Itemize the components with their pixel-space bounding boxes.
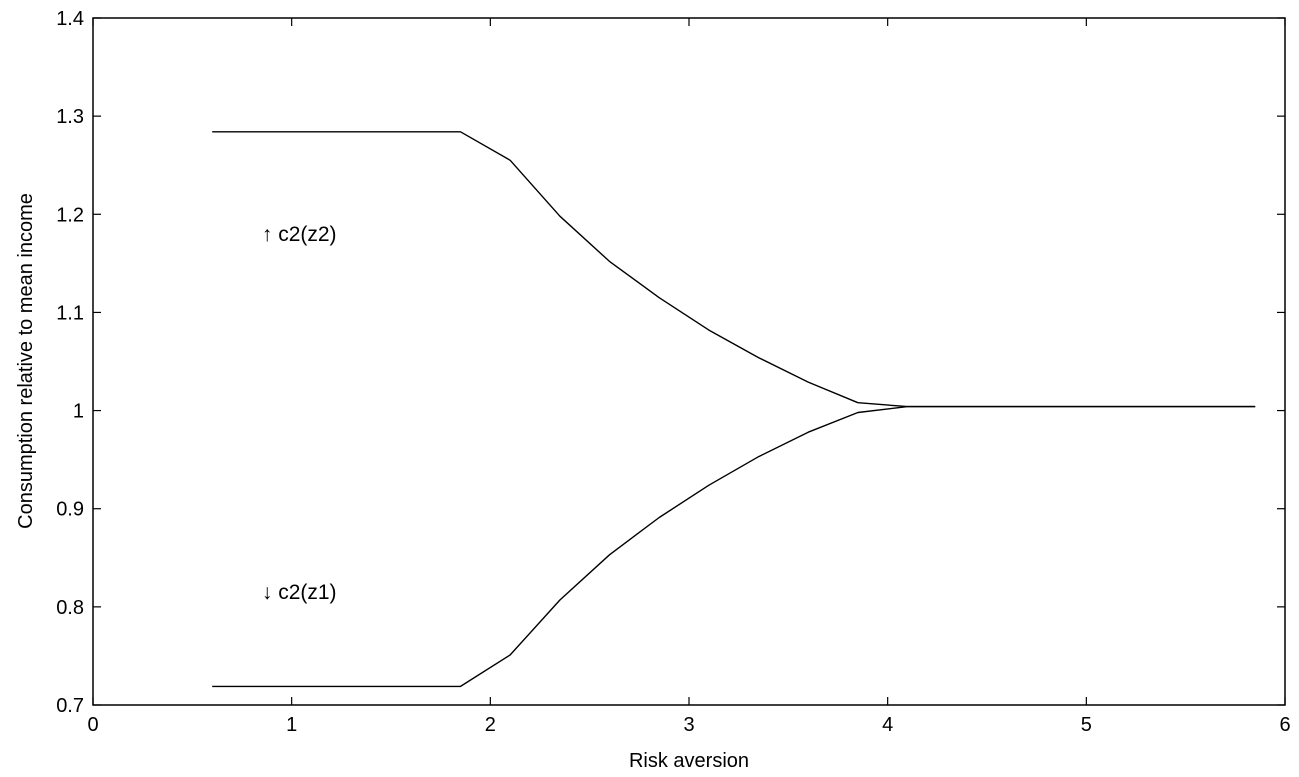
y-tick-label: 0.9 (56, 499, 84, 521)
series-layer (212, 131, 1256, 688)
annotation-layer: ↑ c2(z2) ↓ c2(z1) (262, 223, 337, 604)
x-tick-label: 1 (286, 714, 297, 736)
ticks: 0 1 2 3 4 5 6 0.7 0.8 0.9 1 1.1 1.2 1.3 1.4 (56, 8, 1290, 736)
series-line-2 (212, 405, 1256, 688)
y-axis-label: Consumption relative to mean income (15, 193, 37, 529)
x-axis-label: Risk aversion (629, 750, 749, 772)
x-tick-label: 5 (1081, 714, 1092, 736)
x-tick-label: 0 (87, 714, 98, 736)
y-tick-label: 1.4 (56, 8, 84, 30)
annotation-label: ↓ c2(z1) (262, 581, 337, 604)
x-tick-label: 4 (882, 714, 893, 736)
annotation-label: ↑ c2(z2) (262, 223, 337, 246)
series-line-1 (212, 131, 1256, 408)
y-tick-label: 0.8 (56, 597, 84, 619)
x-tick-label: 6 (1279, 714, 1290, 736)
y-tick-label: 1.3 (56, 106, 84, 128)
x-tick-label: 2 (485, 714, 496, 736)
y-tick-label: 1.2 (56, 204, 84, 226)
x-tick-label: 3 (683, 714, 694, 736)
y-tick-label: 0.7 (56, 695, 84, 717)
y-tick-label: 1 (73, 401, 84, 423)
y-tick-label: 1.1 (56, 302, 84, 324)
